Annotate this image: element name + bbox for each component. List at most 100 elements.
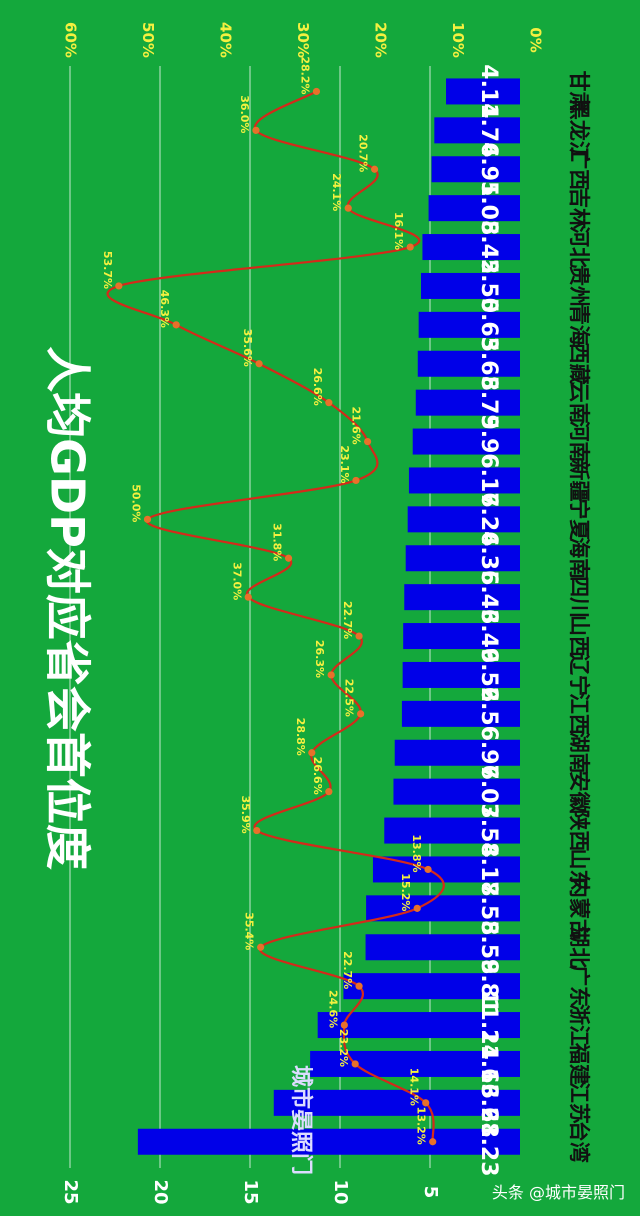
bar <box>403 623 520 650</box>
ratio-label: 36.0% <box>238 95 251 133</box>
category-label: 甘肃 <box>567 70 591 112</box>
right-axis-tick: 10% <box>449 22 467 58</box>
ratio-label: 15.2% <box>399 873 412 911</box>
ratio-point <box>413 904 421 912</box>
bar <box>404 584 520 611</box>
left-axis-tick: 5 <box>420 1186 441 1199</box>
ratio-line <box>106 87 445 1146</box>
category-label: 广东 <box>567 965 591 1007</box>
ratio-label: 26.3% <box>313 640 326 678</box>
ratio-label: 37.0% <box>230 562 243 600</box>
value-label: 6.35 <box>476 531 501 585</box>
ratio-label: 20.7% <box>357 134 370 172</box>
bar <box>317 1012 520 1039</box>
ratio-point <box>143 515 152 523</box>
category-label: 安徽 <box>567 771 591 814</box>
bar <box>365 934 520 961</box>
value-label: 4.11 <box>476 64 501 118</box>
ratio-point <box>429 1138 437 1146</box>
right-axis-tick: 50% <box>139 22 157 58</box>
category-label: 湖北 <box>567 926 591 968</box>
ratio-point <box>424 865 432 874</box>
category-label: 宁夏 <box>567 498 591 541</box>
category-label: 陕西 <box>567 810 591 852</box>
watermark-text: 城市晏照门 <box>288 1065 314 1175</box>
value-label: 5.68 <box>476 337 501 391</box>
category-label: 西藏 <box>567 343 591 385</box>
ratio-label: 35.6% <box>241 329 254 367</box>
ratio-point <box>312 87 321 96</box>
category-label: 青海 <box>567 304 591 346</box>
value-label: 4.76 <box>476 103 501 157</box>
ratio-label: 16.1% <box>392 212 405 250</box>
category-label: 黑龙江 <box>567 99 591 162</box>
bar <box>415 389 520 416</box>
category-label: 云南 <box>567 382 591 424</box>
ratio-point <box>284 554 293 562</box>
bar <box>384 817 520 844</box>
ratio-point <box>406 243 414 251</box>
value-label: 4.91 <box>476 142 501 196</box>
right-axis-tick: 0% <box>527 27 545 52</box>
category-label: 台湾 <box>567 1121 591 1163</box>
value-label: 7.03 <box>476 765 501 819</box>
ratio-point <box>355 982 363 990</box>
value-label: 13.68 <box>476 1068 501 1138</box>
ratio-point <box>344 204 352 212</box>
ratio-label: 22.7% <box>341 951 354 989</box>
value-label: 11.24 <box>476 990 501 1060</box>
footer-text: 头条 @城市晏照门 <box>492 1183 625 1202</box>
bar <box>408 467 520 494</box>
category-label: 河南 <box>567 421 591 463</box>
ratio-point <box>327 671 335 679</box>
value-label: 6.24 <box>476 492 501 546</box>
value-label: 6.52 <box>476 648 501 702</box>
category-label: 江西 <box>567 693 591 735</box>
category-label: 福建 <box>567 1042 591 1085</box>
right-axis-tick: 30% <box>294 22 312 58</box>
ratio-point <box>115 282 123 290</box>
right-axis-tick: 20% <box>372 22 390 58</box>
bar <box>434 117 520 144</box>
bar <box>366 895 520 922</box>
ratio-point <box>244 593 252 601</box>
value-label: 21.23 <box>476 1107 501 1177</box>
category-label: 辽宁 <box>567 654 591 696</box>
category-label: 贵州 <box>567 265 591 307</box>
ratio-label: 23.1% <box>338 445 351 483</box>
bar <box>310 1050 520 1077</box>
bar <box>402 661 520 688</box>
ratio-label: 23.2% <box>337 1029 350 1067</box>
ratio-label: 24.1% <box>330 173 343 211</box>
ratio-point <box>370 165 379 173</box>
value-label: 11.66 <box>476 1029 501 1099</box>
category-label: 河北 <box>567 226 591 268</box>
ratio-label: 28.2% <box>298 56 311 94</box>
ratio-label: 21.6% <box>350 406 363 444</box>
grid-lines <box>69 66 431 1168</box>
bar <box>431 156 520 183</box>
value-label: 5.79 <box>476 376 501 430</box>
right-axis-tick: 60% <box>62 22 80 58</box>
bar <box>417 350 520 377</box>
category-label: 内蒙古 <box>567 877 591 940</box>
ratio-label: 13.8% <box>410 834 423 872</box>
category-label: 山东 <box>567 848 591 890</box>
right-axis-tick: 40% <box>217 22 235 58</box>
bar <box>137 1128 521 1155</box>
bar <box>405 545 520 572</box>
bar <box>446 78 520 105</box>
ratio-point <box>308 749 316 757</box>
category-label: 海南 <box>567 537 591 579</box>
value-label: 8.55 <box>476 881 501 935</box>
category-label: 吉林 <box>567 187 591 229</box>
ratio-point <box>255 360 263 368</box>
category-label: 江苏 <box>567 1082 591 1124</box>
value-label: 8.58 <box>476 920 501 974</box>
ratio-point <box>325 788 333 796</box>
left-axis-tick: 25 <box>60 1179 81 1204</box>
value-label: 6.49 <box>476 609 501 663</box>
ratio-label: 13.2% <box>415 1107 428 1145</box>
category-label: 广西 <box>567 148 591 190</box>
